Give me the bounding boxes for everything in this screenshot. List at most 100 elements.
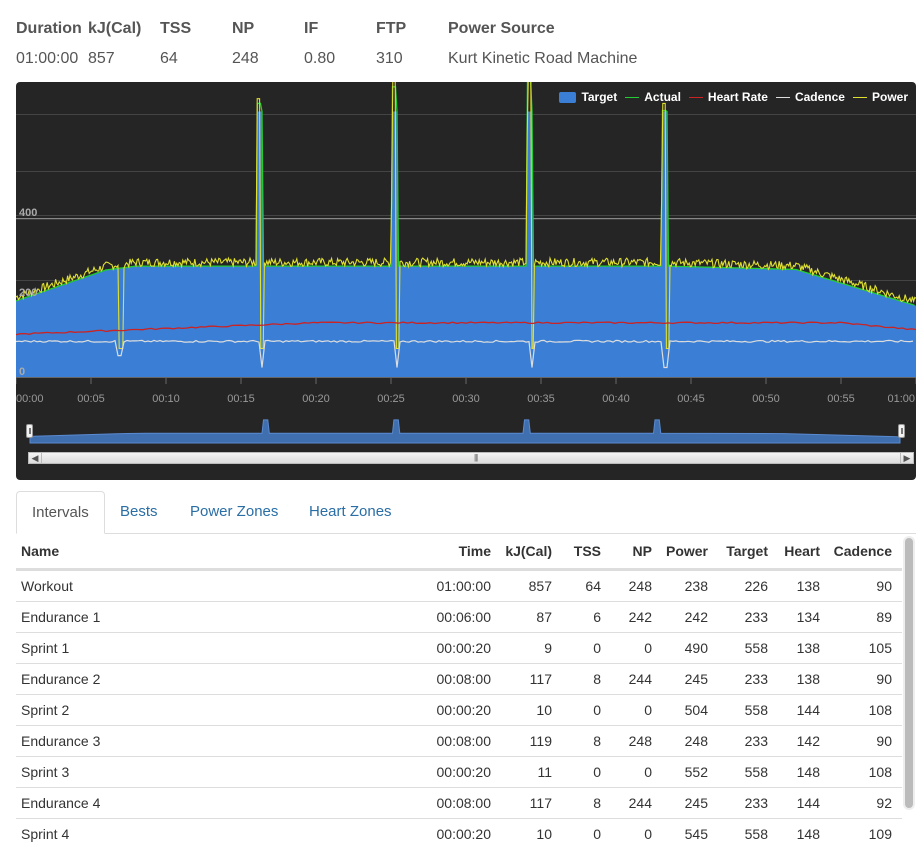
cell-np: 248	[628, 578, 652, 594]
x-tick-label: 00:25	[377, 393, 405, 405]
table-row[interactable]: Endurance 3 00:08:00 119 8 248 248 233 142 90	[16, 725, 902, 756]
cell-cadence: 89	[876, 609, 892, 625]
summary-header: IF	[304, 20, 319, 37]
x-tick-label: 00:10	[152, 393, 180, 405]
cell-heart: 144	[796, 795, 820, 811]
summary-value: 0.80	[304, 50, 336, 67]
cell-time: 00:00:20	[436, 640, 492, 656]
summary-header: Power Source	[448, 20, 555, 37]
legend-item-heart-rate[interactable]: Heart Rate	[688, 90, 768, 104]
summary-header: NP	[232, 20, 255, 37]
scroll-right-arrow-icon[interactable]: ▶	[900, 453, 913, 463]
cell-target: 558	[744, 764, 768, 780]
legend-item-power[interactable]: Power	[852, 90, 908, 104]
tab-power-zones[interactable]: Power Zones	[190, 503, 279, 520]
cell-target: 233	[744, 795, 768, 811]
table-scrollbar[interactable]	[903, 536, 915, 810]
cell-heart: 148	[796, 826, 820, 842]
cell-np: 0	[644, 764, 652, 780]
column-header-heart[interactable]: Heart	[784, 543, 820, 559]
cell-name: Sprint 2	[21, 702, 70, 718]
cell-cadence: 90	[876, 671, 892, 687]
x-tick-label: 00:50	[752, 393, 780, 405]
table-scroll-thumb[interactable]	[905, 538, 913, 808]
summary-kj: kJ(Cal) 857	[88, 18, 141, 70]
table-row[interactable]: Workout 01:00:00 857 64 248 238 226 138 90	[16, 570, 902, 601]
cell-name: Endurance 4	[21, 795, 101, 811]
scroll-grip-icon[interactable]: |||	[474, 453, 478, 462]
cell-power: 552	[684, 764, 708, 780]
x-tick-label: 00:35	[527, 393, 555, 405]
table-row[interactable]: Sprint 1 00:00:20 9 0 0 490 558 138 105	[16, 632, 902, 663]
cell-name: Endurance 2	[21, 671, 101, 687]
cell-cadence: 90	[876, 578, 892, 594]
table-row[interactable]: Sprint 2 00:00:20 10 0 0 504 558 144 108	[16, 694, 902, 725]
legend-label: Power	[871, 90, 908, 104]
x-tick-label: 00:05	[77, 393, 105, 405]
cell-kj: 857	[528, 578, 552, 594]
cell-target: 233	[744, 609, 768, 625]
tab-heart-zones[interactable]: Heart Zones	[309, 503, 392, 520]
column-header-target[interactable]: Target	[726, 543, 768, 559]
y-tick-label: 200	[19, 287, 37, 299]
summary-power-source: Power Source Kurt Kinetic Road Machine	[448, 18, 637, 70]
cell-name: Sprint 3	[21, 764, 70, 780]
cell-target: 558	[744, 826, 768, 842]
summary-value: 310	[376, 50, 403, 67]
legend-item-target[interactable]: Target	[559, 90, 617, 104]
cell-np: 0	[644, 826, 652, 842]
heart-rate-line	[16, 321, 916, 336]
table-row[interactable]: Endurance 1 00:06:00 87 6 242 242 233 134 89	[16, 601, 902, 632]
column-header-power[interactable]: Power	[665, 543, 708, 559]
cell-power: 504	[684, 702, 708, 718]
x-tick-label: 00:20	[302, 393, 330, 405]
workout-chart[interactable]: 400 200 0 00:00 00:05 00:10 00:15 00:20 00:25 00:…	[16, 82, 916, 480]
target-area	[16, 111, 916, 377]
power-line	[16, 82, 916, 350]
legend-swatch	[852, 96, 867, 98]
cell-np: 248	[628, 733, 652, 749]
legend-label: Heart Rate	[707, 90, 768, 104]
intervals-table: Name Time kJ(Cal) TSS NP Power Target Heart Cade…	[16, 536, 902, 857]
chart-legend: Target Actual Heart Rate Cadence Power	[551, 90, 908, 104]
chart-canvas[interactable]: 400 200 0 00:00 00:05 00:10 00:15 00:20 00:25 00:…	[16, 82, 916, 480]
column-header-kj[interactable]: kJ(Cal)	[505, 543, 552, 559]
navigator-scrollbar[interactable]: ◀ ||| ▶	[28, 452, 914, 464]
cell-heart: 138	[796, 640, 820, 656]
cell-np: 244	[628, 671, 652, 687]
table-row[interactable]: Sprint 3 00:00:20 11 0 0 552 558 148 108	[16, 756, 902, 787]
cell-cadence: 92	[876, 795, 892, 811]
interval-tabs: Intervals Bests Power Zones Heart Zones	[16, 491, 916, 534]
cell-heart: 148	[796, 764, 820, 780]
table-row[interactable]: Sprint 4 00:00:20 10 0 0 545 558 148 109	[16, 818, 902, 849]
navigator-right-handle[interactable]	[898, 424, 905, 438]
column-header-np[interactable]: NP	[632, 543, 652, 559]
cell-tss: 8	[593, 733, 601, 749]
cell-tss: 0	[593, 702, 601, 718]
scroll-left-arrow-icon[interactable]: ◀	[29, 453, 42, 463]
cell-kj: 10	[536, 702, 552, 718]
navigator-left-handle[interactable]	[26, 424, 33, 438]
x-tick-label: 00:00	[16, 393, 44, 405]
summary-ftp: FTP 310	[376, 18, 406, 70]
cell-tss: 0	[593, 640, 601, 656]
column-header-tss[interactable]: TSS	[573, 543, 601, 559]
cell-np: 0	[644, 702, 652, 718]
tab-intervals[interactable]: Intervals	[16, 491, 105, 534]
table-row[interactable]: Endurance 4 00:08:00 117 8 244 245 233 144 92	[16, 787, 902, 818]
tab-bests[interactable]: Bests	[120, 503, 158, 520]
cell-time: 00:08:00	[436, 795, 492, 811]
cell-tss: 8	[593, 671, 601, 687]
cell-target: 233	[744, 733, 768, 749]
cell-time: 01:00:00	[436, 578, 492, 594]
legend-item-cadence[interactable]: Cadence	[775, 90, 845, 104]
column-header-cadence[interactable]: Cadence	[833, 543, 892, 559]
table-row[interactable]: Endurance 2 00:08:00 117 8 244 245 233 138 90	[16, 663, 902, 694]
cell-target: 226	[744, 578, 768, 594]
cell-cadence: 90	[876, 733, 892, 749]
summary-np: NP 248	[232, 18, 259, 70]
cell-tss: 8	[593, 795, 601, 811]
column-header-time[interactable]: Time	[458, 543, 491, 559]
legend-item-actual[interactable]: Actual	[625, 90, 681, 104]
column-header-name[interactable]: Name	[21, 543, 60, 559]
